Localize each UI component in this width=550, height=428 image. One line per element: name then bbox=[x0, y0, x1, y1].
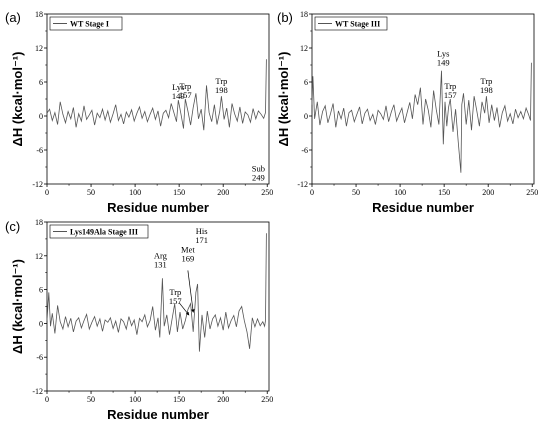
legend-box bbox=[49, 224, 149, 239]
legend-entry: WT Stage III bbox=[335, 20, 380, 29]
x-tick-label: 150 bbox=[438, 188, 450, 197]
x-tick-label: 0 bbox=[45, 188, 49, 197]
chart-panel-2: (b) 0 50 100 150 200 250 -12 -6 0 6 12 18 Residue num… bbox=[276, 10, 538, 215]
y-tick-label: 6 bbox=[39, 286, 43, 295]
x-tick-label: 200 bbox=[217, 395, 229, 404]
x-tick-label: 100 bbox=[129, 188, 141, 197]
series-line bbox=[46, 59, 267, 131]
chart-panel-3: (c) 0 50 100 150 200 250 -12 -6 0 6 12 18 Residue num… bbox=[5, 163, 273, 422]
y-tick-label: 12 bbox=[35, 44, 43, 53]
annotation-label: Trp 157 bbox=[179, 81, 192, 100]
y-axis-title: ΔH (kcal·mol⁻¹) bbox=[10, 52, 25, 147]
y-tick-label: 0 bbox=[304, 112, 308, 121]
plot-frame bbox=[46, 221, 270, 392]
y-axis-title: ΔH (kcal·mol⁻¹) bbox=[10, 259, 25, 354]
x-tick-label: 150 bbox=[173, 395, 185, 404]
legend: Lys149Ala Stage III bbox=[49, 224, 149, 239]
annotation-label: Sub 249 bbox=[252, 163, 265, 182]
x-axis-title: Residue number bbox=[372, 200, 474, 215]
x-tick-label: 250 bbox=[526, 188, 538, 197]
x-axis-title: Residue number bbox=[107, 200, 209, 215]
annotation-label: Met 169 bbox=[181, 244, 195, 263]
y-tick-label: 6 bbox=[304, 78, 308, 87]
legend-entry: WT Stage I bbox=[70, 20, 109, 29]
legend-box bbox=[314, 16, 388, 31]
panel-label: (c) bbox=[5, 219, 20, 234]
y-tick-label: -6 bbox=[301, 146, 308, 155]
x-tick-label: 100 bbox=[129, 395, 141, 404]
x-tick-label: 50 bbox=[87, 395, 95, 404]
annotation-label: Trp 198 bbox=[215, 76, 228, 95]
y-axis-title: ΔH (kcal·mol⁻¹) bbox=[276, 52, 291, 147]
panel-label: (b) bbox=[277, 10, 293, 25]
series-line bbox=[46, 233, 267, 352]
x-tick-label: 50 bbox=[87, 188, 95, 197]
x-axis-title: Residue number bbox=[107, 407, 209, 422]
legend: WT Stage III bbox=[314, 16, 388, 31]
annotation-label: Lys 149 bbox=[172, 82, 185, 101]
legend-box bbox=[49, 16, 123, 31]
x-tick-label: 200 bbox=[482, 188, 494, 197]
legend: WT Stage I bbox=[49, 16, 123, 31]
y-tick-label: 6 bbox=[39, 78, 43, 87]
x-tick-label: 250 bbox=[261, 188, 273, 197]
annotation-label: Lys 149 bbox=[437, 49, 450, 68]
annotation-label: His 171 bbox=[195, 226, 208, 245]
annotation-arrow bbox=[187, 270, 195, 313]
panel-label: (a) bbox=[5, 10, 21, 25]
x-tick-label: 50 bbox=[352, 188, 360, 197]
x-tick-label: 150 bbox=[173, 188, 185, 197]
y-tick-label: -6 bbox=[36, 146, 43, 155]
annotation-label: Arg 131 bbox=[154, 250, 168, 269]
y-tick-label: -6 bbox=[36, 353, 43, 362]
x-tick-label: 100 bbox=[394, 188, 406, 197]
annotation-label: Trp 198 bbox=[480, 76, 493, 95]
plot-frame bbox=[46, 13, 270, 185]
annotation-arrow bbox=[179, 302, 190, 316]
y-tick-label: 18 bbox=[35, 10, 43, 19]
chart-panel-1: (a) 0 50 100 150 200 250 -12 -6 0 6 12 18 Residue num… bbox=[5, 10, 273, 215]
x-tick-label: 250 bbox=[261, 395, 273, 404]
annotation-label: Trp 157 bbox=[169, 287, 182, 306]
y-tick-label: 12 bbox=[300, 44, 308, 53]
y-tick-label: 0 bbox=[39, 319, 43, 328]
x-tick-label: 0 bbox=[310, 188, 314, 197]
x-tick-label: 200 bbox=[217, 188, 229, 197]
y-tick-label: -12 bbox=[32, 180, 43, 189]
annotation-label: Trp 157 bbox=[444, 81, 457, 100]
y-tick-label: 12 bbox=[35, 252, 43, 261]
plot-frame bbox=[311, 13, 535, 185]
legend-entry: Lys149Ala Stage III bbox=[70, 228, 138, 237]
series-line bbox=[311, 62, 532, 173]
y-tick-label: 0 bbox=[39, 112, 43, 121]
y-tick-label: -12 bbox=[297, 180, 308, 189]
y-tick-label: -12 bbox=[32, 387, 43, 396]
y-tick-label: 18 bbox=[300, 10, 308, 19]
x-tick-label: 0 bbox=[45, 395, 49, 404]
y-tick-label: 18 bbox=[35, 218, 43, 227]
